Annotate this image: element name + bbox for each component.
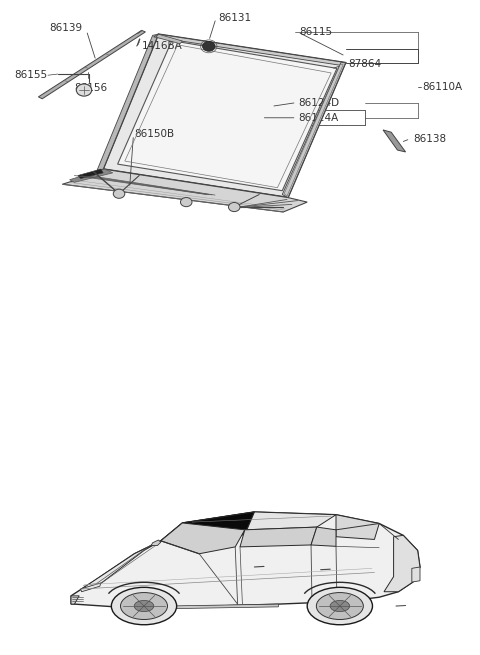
Text: 86156: 86156: [74, 83, 108, 93]
Text: 86124D: 86124D: [299, 98, 340, 107]
Polygon shape: [103, 34, 346, 198]
Circle shape: [316, 593, 363, 620]
Text: 86124A: 86124A: [299, 113, 339, 122]
Polygon shape: [383, 130, 406, 152]
Polygon shape: [71, 596, 79, 604]
Polygon shape: [70, 169, 113, 182]
Polygon shape: [161, 512, 254, 543]
Polygon shape: [156, 34, 182, 44]
Circle shape: [111, 588, 177, 625]
Polygon shape: [118, 41, 337, 191]
Polygon shape: [336, 515, 379, 540]
Text: 86155: 86155: [14, 70, 47, 80]
Circle shape: [307, 588, 372, 625]
Circle shape: [180, 198, 192, 207]
Circle shape: [228, 202, 240, 212]
Polygon shape: [115, 604, 278, 610]
Text: 86138: 86138: [413, 134, 446, 143]
Circle shape: [113, 189, 125, 198]
Text: 87864: 87864: [348, 59, 381, 69]
Polygon shape: [311, 527, 336, 546]
Text: 86115: 86115: [300, 27, 333, 37]
Polygon shape: [38, 30, 145, 99]
Polygon shape: [62, 169, 307, 212]
Polygon shape: [71, 512, 420, 607]
Circle shape: [330, 601, 349, 612]
Polygon shape: [151, 540, 161, 546]
Polygon shape: [81, 583, 101, 591]
Circle shape: [134, 601, 154, 612]
Polygon shape: [182, 512, 336, 530]
Circle shape: [76, 84, 92, 96]
Text: 86110A: 86110A: [422, 82, 463, 92]
Polygon shape: [161, 523, 245, 553]
Polygon shape: [412, 567, 420, 582]
Polygon shape: [97, 34, 158, 170]
Polygon shape: [240, 527, 317, 547]
Polygon shape: [82, 541, 161, 589]
Polygon shape: [78, 169, 103, 179]
Text: 1416BA: 1416BA: [142, 41, 183, 50]
Polygon shape: [282, 63, 346, 198]
Text: 86139: 86139: [49, 24, 83, 33]
Circle shape: [203, 41, 215, 51]
Polygon shape: [384, 535, 420, 591]
Text: 86150B: 86150B: [134, 129, 175, 139]
Polygon shape: [154, 34, 346, 66]
Circle shape: [120, 593, 168, 620]
Text: 86131: 86131: [218, 13, 252, 23]
